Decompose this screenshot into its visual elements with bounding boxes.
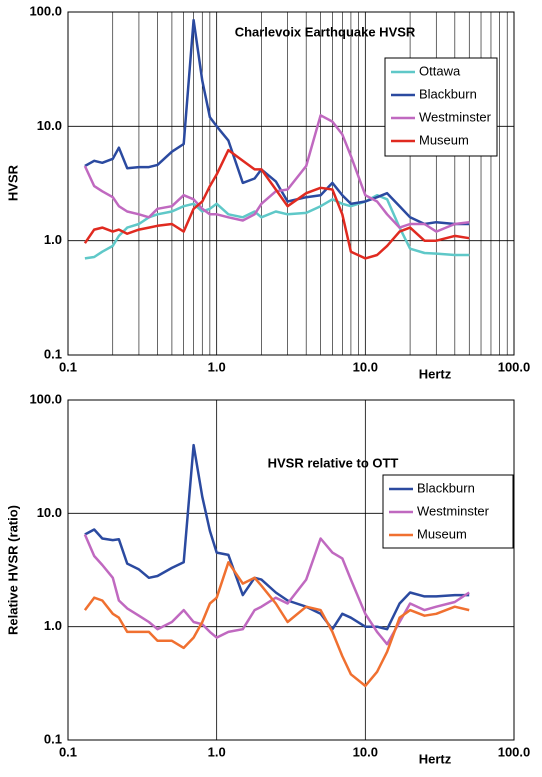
x-tick-label: 100.0: [498, 744, 531, 759]
x-tick-label: 0.1: [59, 744, 77, 759]
chart-title: Charlevoix Earthquake HVSR: [235, 24, 416, 39]
y-tick-label: 1.0: [44, 618, 62, 633]
plot-area: [67, 399, 515, 741]
y-tick-label: 0.1: [44, 346, 62, 361]
x-tick-label: 0.1: [59, 359, 77, 374]
legend-label: Westminster: [419, 109, 492, 124]
y-tick-label: 10.0: [37, 505, 62, 520]
chart-title: HVSR relative to OTT: [268, 455, 399, 470]
series-line: [83, 114, 470, 233]
series-line: [84, 193, 470, 260]
legend-label: Museum: [419, 132, 469, 147]
x-axis-label: Hertz: [419, 751, 452, 766]
y-tick-label: 100.0: [29, 391, 62, 406]
x-tick-label: 100.0: [498, 359, 531, 374]
y-axis-label: HVSR: [5, 164, 20, 201]
series-line: [83, 148, 470, 260]
legend-label: Blackburn: [417, 480, 475, 495]
x-tick-label: 1.0: [208, 744, 226, 759]
y-tick-label: 1.0: [44, 232, 62, 247]
x-tick-label: 10.0: [353, 744, 378, 759]
legend-box: [384, 57, 498, 157]
legend-label: Blackburn: [419, 86, 477, 101]
x-axis-label: Hertz: [419, 366, 452, 381]
y-tick-label: 0.1: [44, 731, 62, 746]
chart: 0.1 1.0 10.0 100.0 0.1 1.0 10.0 100.0 Blackburn W…: [5, 391, 530, 766]
series-line: [83, 534, 470, 646]
legend-label: Museum: [417, 526, 467, 541]
series-line: [83, 561, 470, 688]
x-tick-label: 10.0: [353, 359, 378, 374]
chart: 0.1 1.0 10.0 100.0 0.1 1.0 10.0 100.0 Ottawa Blac…: [5, 3, 530, 381]
legend-label: Westminster: [417, 503, 490, 518]
y-axis-label: Relative HVSR (ratio): [5, 505, 20, 635]
x-tick-label: 1.0: [208, 359, 226, 374]
series-line: [84, 18, 470, 226]
legend-label: Ottawa: [419, 63, 461, 78]
y-tick-label: 10.0: [37, 118, 62, 133]
y-tick-label: 100.0: [29, 3, 62, 18]
